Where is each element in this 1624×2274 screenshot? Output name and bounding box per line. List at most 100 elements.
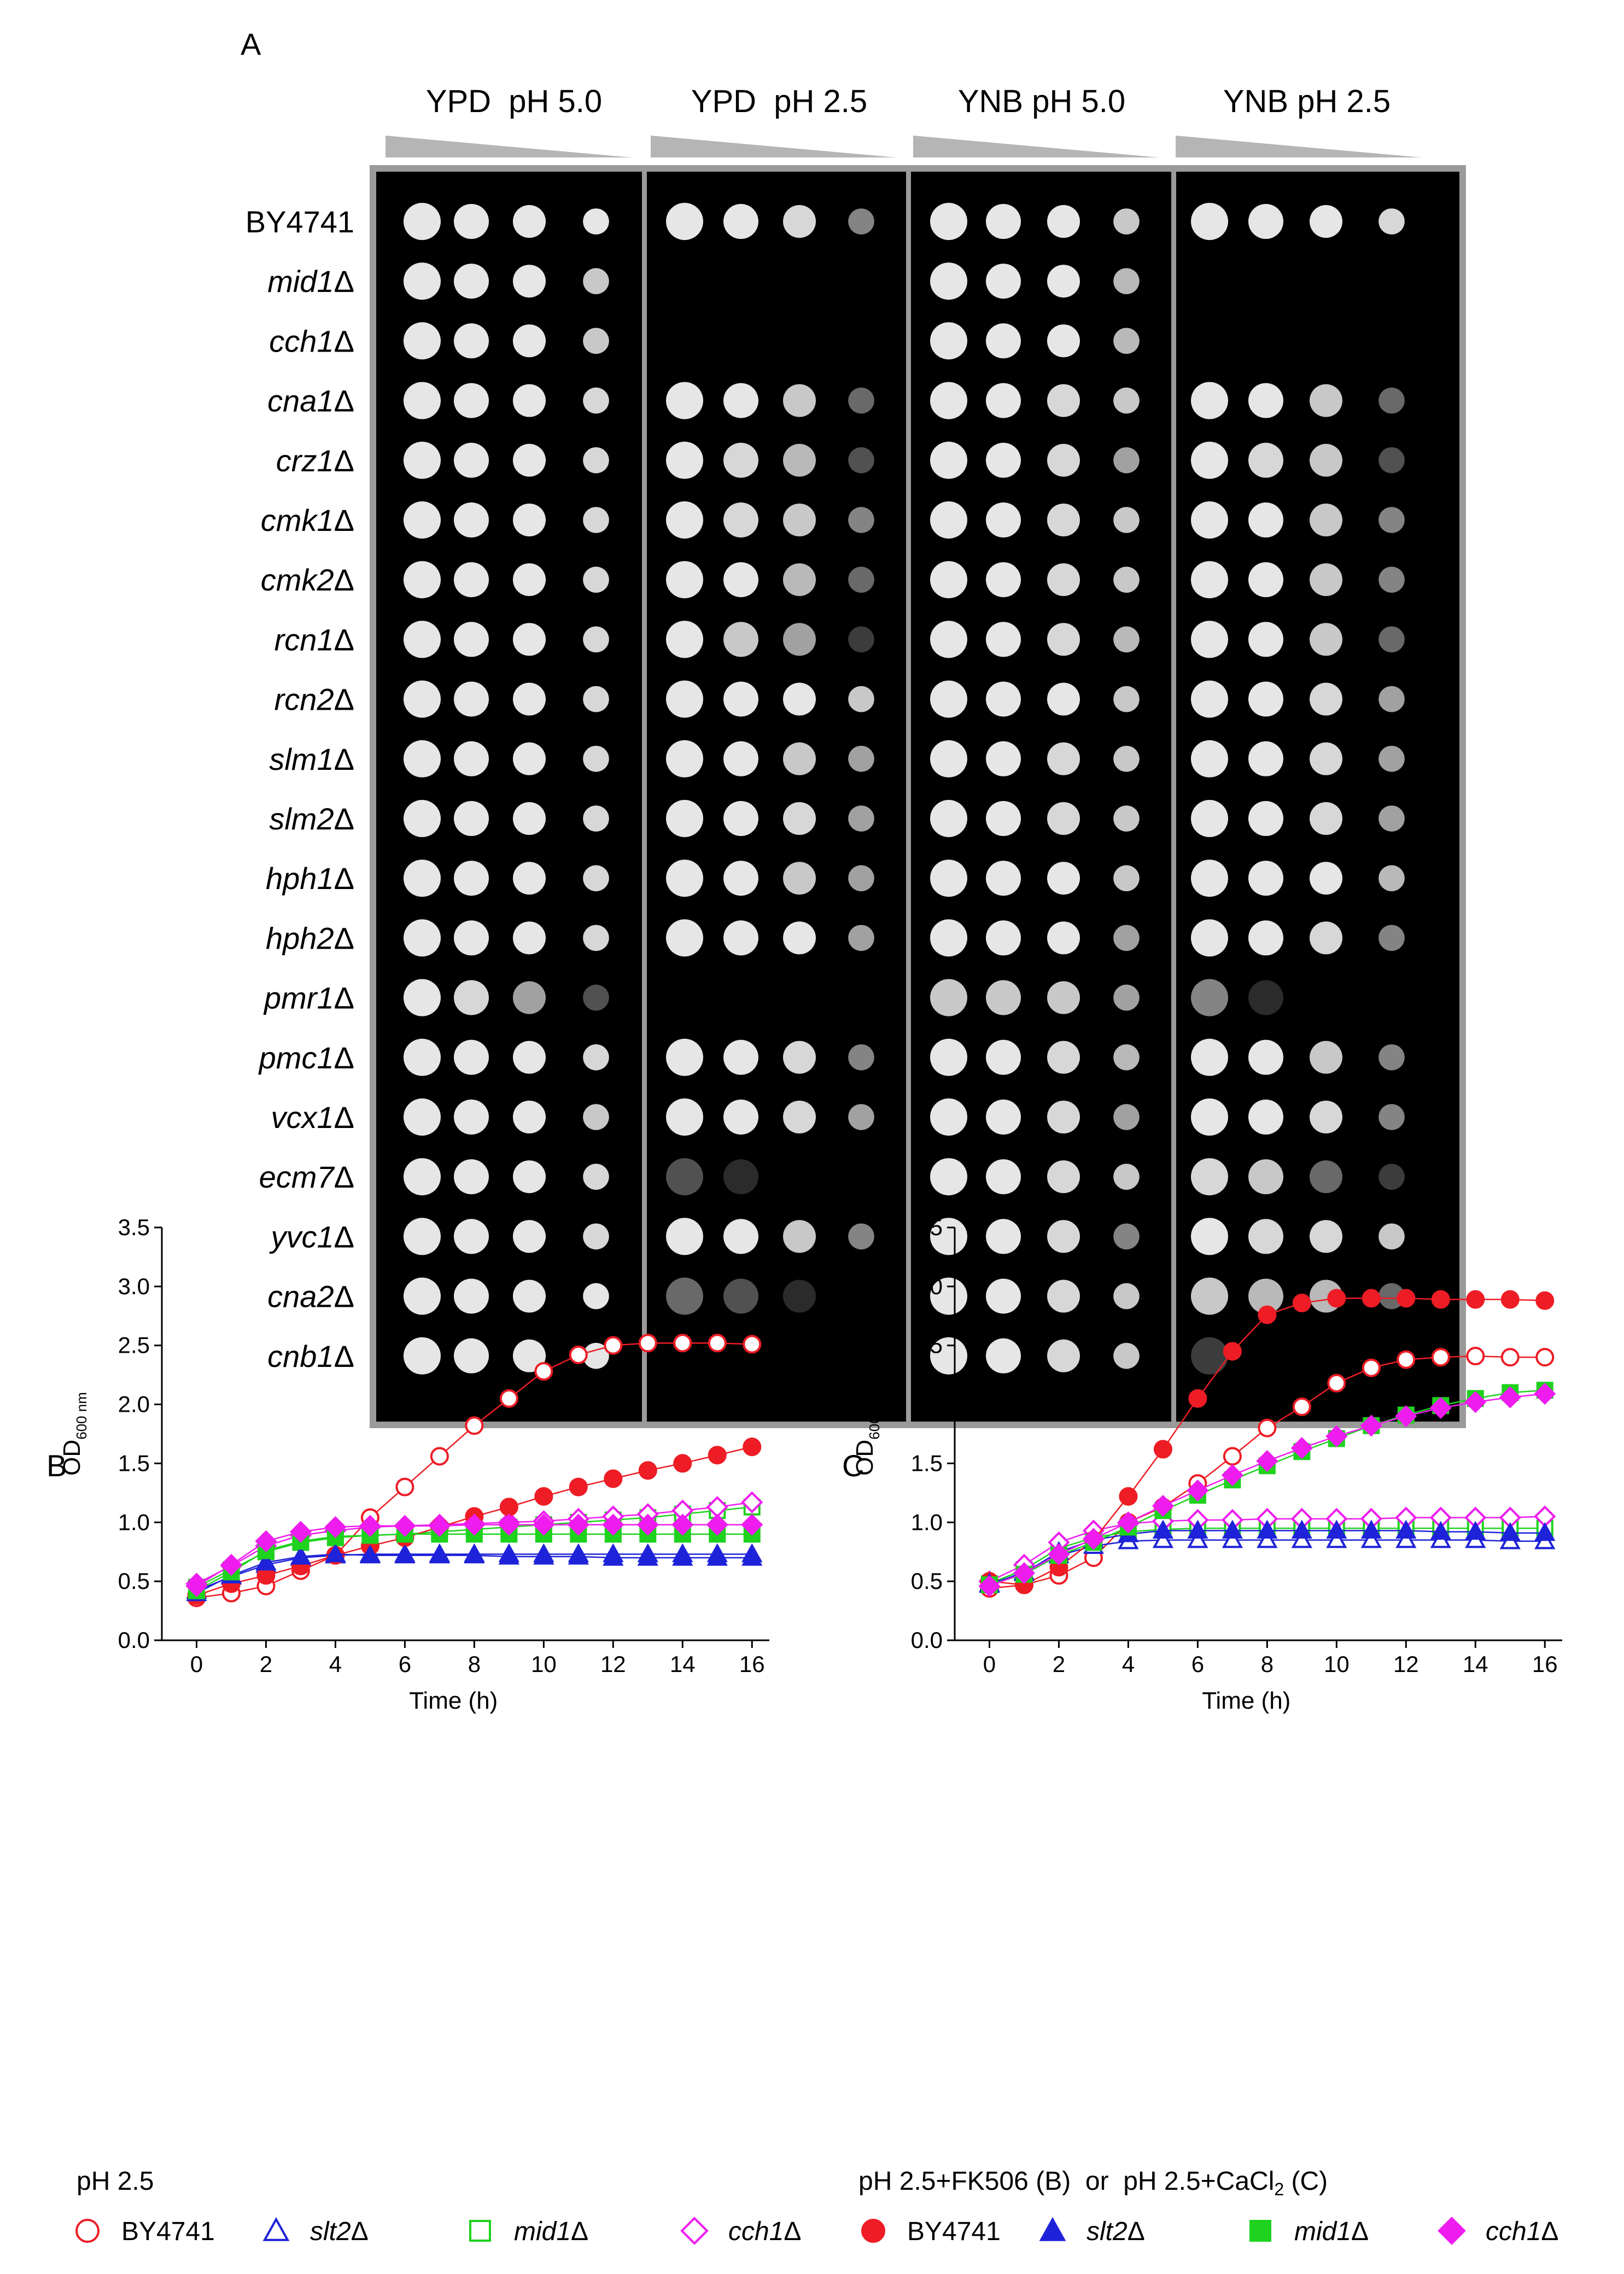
x-tick-label: 8 <box>1261 1651 1274 1677</box>
colony-spot <box>930 740 967 778</box>
colony-spot <box>454 502 489 537</box>
legend-strain-suffix: Δ <box>1128 2217 1145 2246</box>
colony-spot <box>1047 443 1080 477</box>
colony-spot <box>1191 1038 1228 1076</box>
legend-entry-label: cch1Δ <box>728 2217 801 2246</box>
legend-entry-label: mid1Δ <box>514 2217 588 2246</box>
colony-spot <box>1113 925 1140 951</box>
x-tick-label: 6 <box>399 1651 411 1677</box>
strain-name: cmk2 <box>261 563 334 597</box>
colony-spot <box>986 383 1021 418</box>
legend-entry-label: BY4741 <box>121 2217 215 2246</box>
colony-spot <box>404 1158 441 1196</box>
colony-spot <box>583 1104 609 1130</box>
strain-name: crz1 <box>276 443 334 478</box>
colony-spot <box>1248 1100 1283 1135</box>
colony-spot <box>666 1038 703 1076</box>
data-point-circle <box>1258 1305 1277 1324</box>
plate-area <box>370 165 1466 1428</box>
data-point-triangle <box>1326 1519 1347 1539</box>
colony-spot <box>1310 802 1342 835</box>
colony-spot <box>1047 802 1080 835</box>
colony-spot <box>1248 1278 1283 1314</box>
data-point-diamond <box>1499 1386 1521 1408</box>
strain-name: cna1 <box>267 384 334 418</box>
colony-spot <box>454 622 489 657</box>
colony-spot <box>1248 681 1283 717</box>
colony-spot <box>513 1220 546 1253</box>
chart-c: 0.0 0.5 1.0 1.5 2.0 2.5 3.0 3.5 0 2 4 6 8 10 12 14 16 Tim… <box>851 1214 1562 1714</box>
strain-suffix: Δ <box>334 324 354 358</box>
colony-spot <box>1378 1223 1405 1250</box>
colony-spot <box>783 682 816 716</box>
strain-suffix: Δ <box>334 682 354 717</box>
y-axis-label-sub: 600 nm <box>866 1392 883 1440</box>
x-tick-label: 2 <box>260 1651 272 1677</box>
x-tick-label: 12 <box>1393 1651 1419 1677</box>
dilution-wedge-2 <box>651 136 897 157</box>
colony-spot <box>783 384 816 417</box>
colony-spot <box>1310 682 1342 716</box>
data-point-circle <box>569 1477 588 1496</box>
colony-spot <box>1378 925 1405 951</box>
data-point-circle <box>1327 1289 1346 1308</box>
data-point-circle <box>743 1437 762 1457</box>
data-point-circle <box>499 1498 518 1517</box>
y-tick-label: 3.5 <box>911 1214 943 1240</box>
strain-name: cch1 <box>269 324 334 358</box>
data-point-diamond <box>1438 2217 1466 2245</box>
strain-name: pmr1 <box>263 981 334 1015</box>
panel-b-label: B <box>46 1448 67 1483</box>
colony-spot <box>583 328 609 354</box>
condition-header-2: YPD pH 2.5 <box>691 84 867 119</box>
colony-spot <box>666 919 703 957</box>
colony-spot <box>1378 447 1405 473</box>
colony-spot <box>1191 441 1228 479</box>
y-axis-label-sub: 600 nm <box>73 1392 90 1440</box>
colony-spot <box>1310 1160 1342 1194</box>
x-axis-label: Time (h) <box>409 1687 498 1714</box>
colony-spot <box>723 801 758 836</box>
colony-spot <box>1047 862 1080 895</box>
colony-spot <box>848 387 874 414</box>
colony-spot <box>583 626 609 653</box>
data-point-diamond <box>1187 1479 1209 1502</box>
strain-label: cna2Δ <box>267 1279 354 1314</box>
colony-spot <box>986 622 1021 657</box>
legend-strain-suffix: Δ <box>571 2217 588 2246</box>
colony-spot <box>1248 1219 1283 1254</box>
colony-spot <box>986 442 1021 478</box>
colony-spot <box>930 1277 967 1315</box>
colony-spot <box>454 1338 489 1373</box>
data-point-triangle <box>568 1545 589 1565</box>
colony-spot <box>583 387 609 414</box>
strain-name: BY4741 <box>246 204 354 239</box>
y-tick-label: 3.5 <box>118 1214 150 1240</box>
panel-c-label: C <box>842 1448 864 1483</box>
colony-spot <box>583 805 609 832</box>
condition-header-4: YNB pH 2.5 <box>1223 84 1391 119</box>
colony-spot <box>1248 562 1283 598</box>
colony-spot <box>404 860 441 897</box>
data-point-diamond <box>1117 1511 1140 1534</box>
colony-spot <box>666 441 703 479</box>
colony-spot <box>1191 621 1228 658</box>
strain-name: yvc1 <box>268 1219 334 1254</box>
colony-spot <box>1378 686 1405 712</box>
x-tick-label: 16 <box>1532 1651 1558 1677</box>
data-point-diamond <box>741 1513 763 1536</box>
legend-strain-name: cch1 <box>728 2217 784 2246</box>
colony-spot <box>1191 680 1228 718</box>
colony-spot <box>848 805 874 832</box>
colony-spot <box>1047 1339 1080 1372</box>
y-tick-label: 2.5 <box>911 1332 943 1358</box>
colony-spot <box>986 323 1021 359</box>
y-tick-label: 2.5 <box>118 1332 150 1358</box>
colony-spot <box>583 507 609 533</box>
colony-spot <box>1113 805 1140 832</box>
data-point-triangle <box>603 1547 624 1566</box>
legend-filled-markers: BY4741 slt2Δ mid1Δ cch1Δ <box>861 2217 1558 2246</box>
data-point-triangle <box>498 1545 520 1565</box>
colony-spot <box>454 442 489 478</box>
strain-suffix: Δ <box>334 981 354 1015</box>
